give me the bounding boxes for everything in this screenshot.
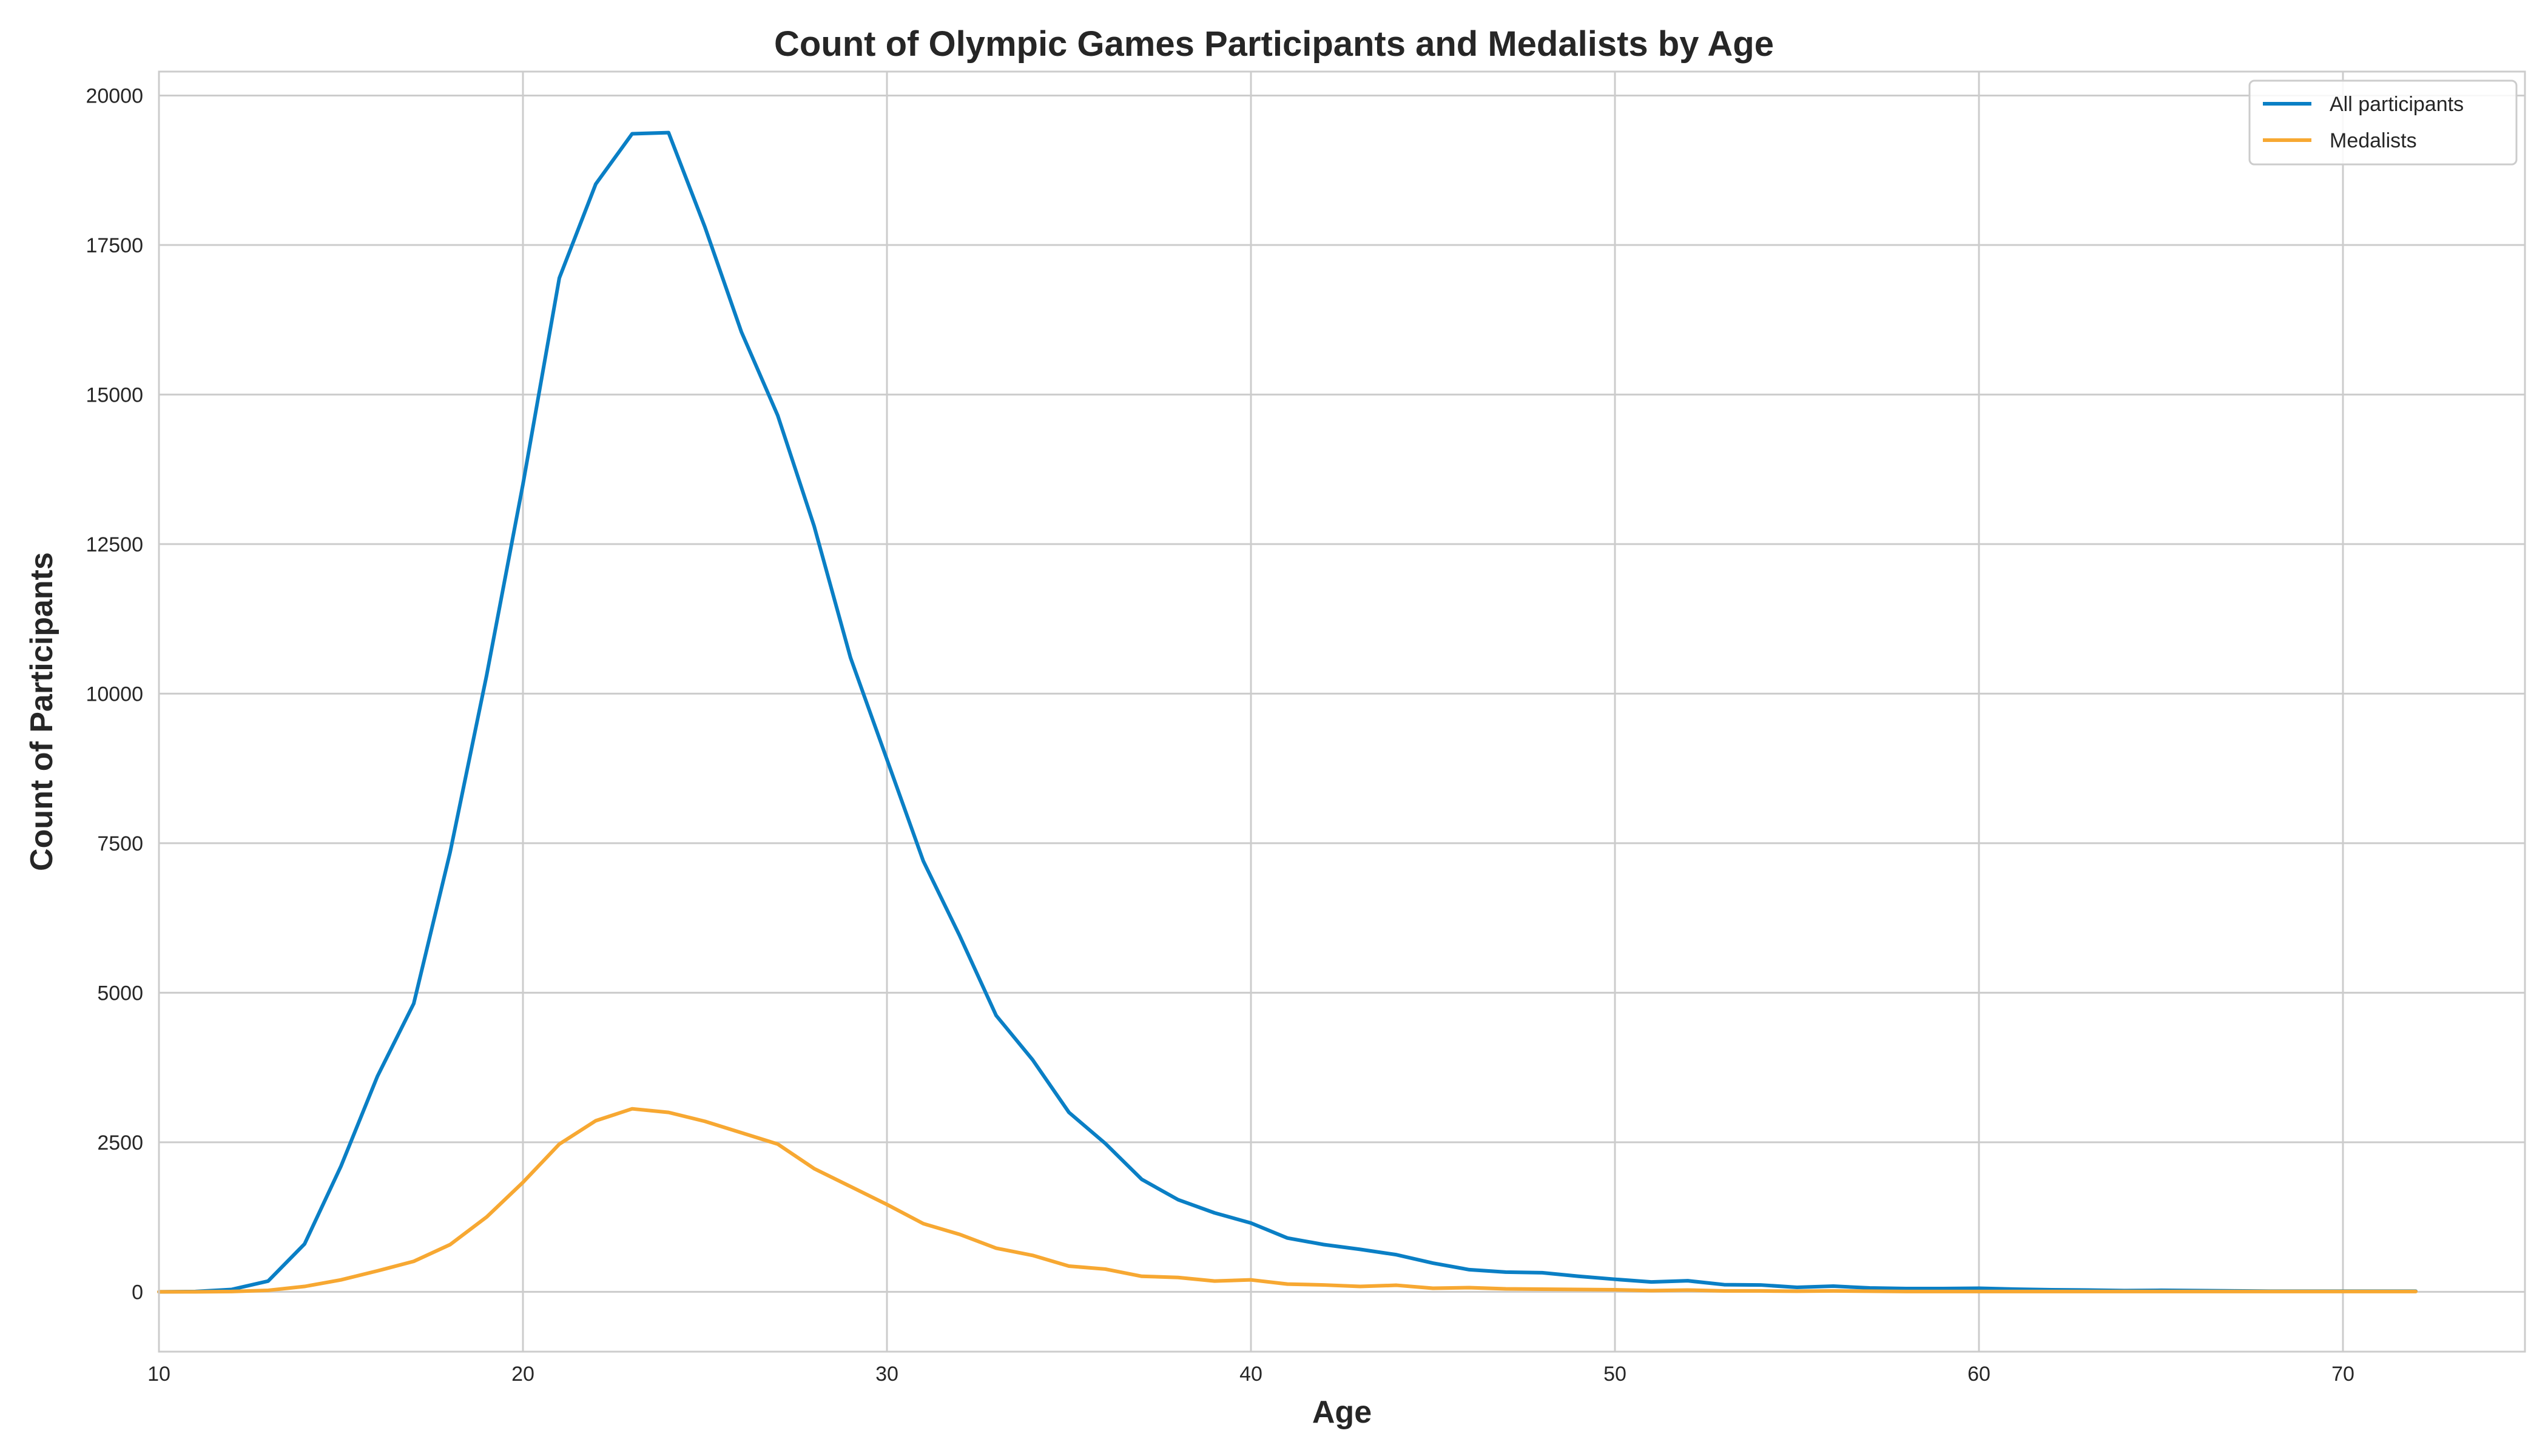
plot-frame xyxy=(158,70,2526,1353)
plot-background xyxy=(159,72,2525,1352)
series-line-medalists xyxy=(157,1107,2418,1294)
series-line-all-participants xyxy=(157,130,2418,1294)
y-tick-label: 12500 xyxy=(86,533,143,556)
plot-area xyxy=(157,70,2526,1353)
legend-label-medalists: Medalists xyxy=(2330,129,2417,152)
y-tick-labels: 0 2500 5000 7500 10000 12500 15000 17500 20000 xyxy=(86,84,143,1304)
chart-title: Count of Olympic Games Participants and … xyxy=(774,24,1774,64)
y-tick-label: 7500 xyxy=(97,832,143,855)
y-axis-title: Count of Participants xyxy=(24,552,59,871)
gridlines xyxy=(158,72,2525,1352)
y-tick-label: 2500 xyxy=(97,1131,143,1154)
series-layer xyxy=(157,130,2418,1294)
x-tick-label: 10 xyxy=(147,1363,170,1386)
x-tick-label: 60 xyxy=(1967,1363,1990,1386)
x-tick-label: 70 xyxy=(2331,1363,2354,1386)
y-tick-label: 5000 xyxy=(97,982,143,1005)
y-tick-label: 20000 xyxy=(86,84,143,107)
y-tick-label: 10000 xyxy=(86,682,143,706)
x-tick-label: 50 xyxy=(1603,1363,1626,1386)
x-tick-label: 40 xyxy=(1239,1363,1262,1386)
y-tick-label: 0 xyxy=(132,1281,143,1304)
y-tick-label: 17500 xyxy=(86,234,143,257)
x-tick-labels: 10 20 30 40 50 60 70 xyxy=(147,1363,2354,1386)
x-tick-label: 20 xyxy=(511,1363,534,1386)
legend-box xyxy=(2248,79,2518,166)
legend-label-all-participants: All participants xyxy=(2330,93,2464,116)
x-tick-label: 30 xyxy=(875,1363,898,1386)
y-tick-label: 15000 xyxy=(86,383,143,406)
x-axis-title: Age xyxy=(1312,1395,1372,1430)
legend: All participants Medalists xyxy=(2248,79,2518,166)
